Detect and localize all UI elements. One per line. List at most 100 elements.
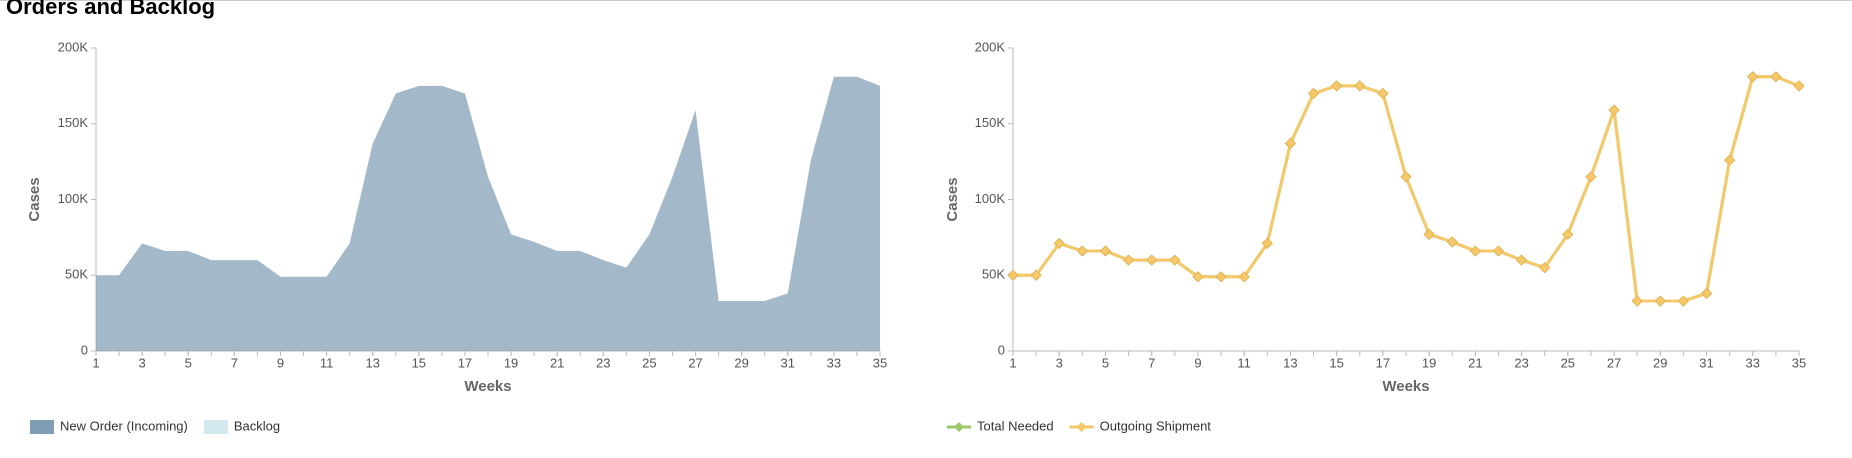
legend-swatch — [30, 420, 54, 434]
marker — [1099, 245, 1112, 257]
x-tick-label: 21 — [550, 355, 564, 370]
y-tick-label: 200K — [58, 39, 89, 54]
marker — [1770, 71, 1782, 83]
marker — [1562, 228, 1574, 240]
x-tick-label: 15 — [1329, 355, 1343, 370]
y-tick-label: 0 — [998, 342, 1005, 357]
marker — [1793, 80, 1805, 92]
x-tick-label: 23 — [596, 355, 610, 370]
legend-label: Backlog — [234, 418, 280, 433]
x-tick-label: 21 — [1468, 355, 1482, 370]
legend-marker — [954, 422, 964, 432]
x-tick-label: 35 — [1792, 355, 1806, 370]
y-tick-label: 150K — [975, 115, 1006, 130]
x-tick-label: 33 — [827, 355, 841, 370]
x-tick-label: 27 — [688, 355, 702, 370]
x-tick-label: 23 — [1514, 355, 1528, 370]
marker — [1354, 80, 1366, 92]
marker — [1539, 262, 1551, 274]
x-tick-label: 19 — [504, 355, 518, 370]
x-tick-label: 17 — [1376, 355, 1390, 370]
marker — [1631, 295, 1643, 307]
marker — [1377, 87, 1389, 100]
x-axis-title: Weeks — [464, 378, 511, 395]
marker — [1423, 228, 1435, 240]
x-tick-label: 1 — [1009, 355, 1016, 370]
line — [1013, 75, 1800, 303]
legend-label: New Order (Incoming) — [60, 418, 188, 433]
x-tick-label: 3 — [139, 355, 146, 370]
marker — [1724, 154, 1736, 166]
marker — [1007, 269, 1019, 281]
x-tick-label: 25 — [1561, 355, 1575, 370]
x-tick-label: 15 — [412, 355, 426, 370]
marker — [1516, 254, 1528, 266]
page-title: Orders and Backlog — [6, 0, 215, 19]
marker — [1261, 237, 1273, 250]
marker — [1585, 171, 1597, 183]
legend-label: Outgoing Shipment — [1100, 418, 1212, 433]
x-tick-label: 7 — [231, 355, 238, 370]
x-axis-title: Weeks — [1382, 378, 1429, 395]
x-tick-label: 11 — [320, 355, 334, 370]
marker — [1400, 171, 1412, 183]
x-tick-label: 9 — [1194, 355, 1201, 370]
marker — [1446, 236, 1458, 248]
y-axis-title: Cases — [26, 177, 43, 221]
x-tick-label: 5 — [1102, 355, 1109, 370]
y-tick-label: 200K — [975, 39, 1006, 54]
x-tick-label: 27 — [1607, 355, 1621, 370]
x-tick-label: 31 — [1699, 355, 1713, 370]
area — [96, 76, 880, 351]
marker — [1123, 254, 1135, 266]
legend-swatch — [203, 420, 228, 434]
marker — [1215, 271, 1227, 283]
x-tick-label: 29 — [734, 355, 748, 370]
x-tick-label: 31 — [781, 355, 795, 370]
marker — [1192, 271, 1204, 283]
x-tick-label: 7 — [1148, 355, 1155, 370]
marker — [1169, 254, 1181, 266]
y-tick-label: 100K — [58, 191, 89, 206]
y-tick-label: 100K — [975, 191, 1006, 206]
marker — [1238, 271, 1250, 283]
legend-marker — [1076, 422, 1087, 432]
marker — [1307, 87, 1320, 100]
x-tick-label: 5 — [185, 355, 192, 370]
marker — [1654, 295, 1666, 307]
x-tick-label: 11 — [1237, 355, 1251, 370]
marker — [1146, 254, 1158, 266]
marker — [1700, 287, 1713, 299]
legend-label: Total Needed — [977, 418, 1054, 433]
x-tick-label: 13 — [1283, 355, 1297, 370]
x-tick-label: 1 — [92, 355, 99, 370]
marker — [1677, 295, 1689, 307]
marker — [1053, 237, 1065, 250]
x-tick-label: 35 — [873, 355, 887, 370]
x-tick-label: 25 — [642, 355, 656, 370]
x-tick-label: 29 — [1653, 355, 1667, 370]
marker — [1331, 80, 1343, 92]
x-tick-label: 19 — [1422, 355, 1436, 370]
marker — [1076, 245, 1088, 257]
x-tick-label: 13 — [365, 355, 379, 370]
y-axis-title: Cases — [944, 177, 961, 221]
y-tick-label: 50K — [982, 267, 1005, 282]
marker — [1030, 269, 1042, 281]
marker — [1492, 245, 1505, 257]
marker — [1747, 71, 1759, 83]
marker — [1469, 245, 1481, 257]
y-tick-label: 0 — [81, 342, 88, 357]
y-tick-label: 150K — [58, 115, 89, 130]
x-tick-label: 33 — [1746, 355, 1760, 370]
marker — [1608, 104, 1620, 116]
x-tick-label: 17 — [458, 355, 472, 370]
marker — [1284, 137, 1296, 150]
line — [1013, 75, 1800, 303]
x-tick-label: 9 — [277, 355, 284, 370]
x-tick-label: 3 — [1056, 355, 1063, 370]
y-tick-label: 50K — [65, 267, 88, 282]
